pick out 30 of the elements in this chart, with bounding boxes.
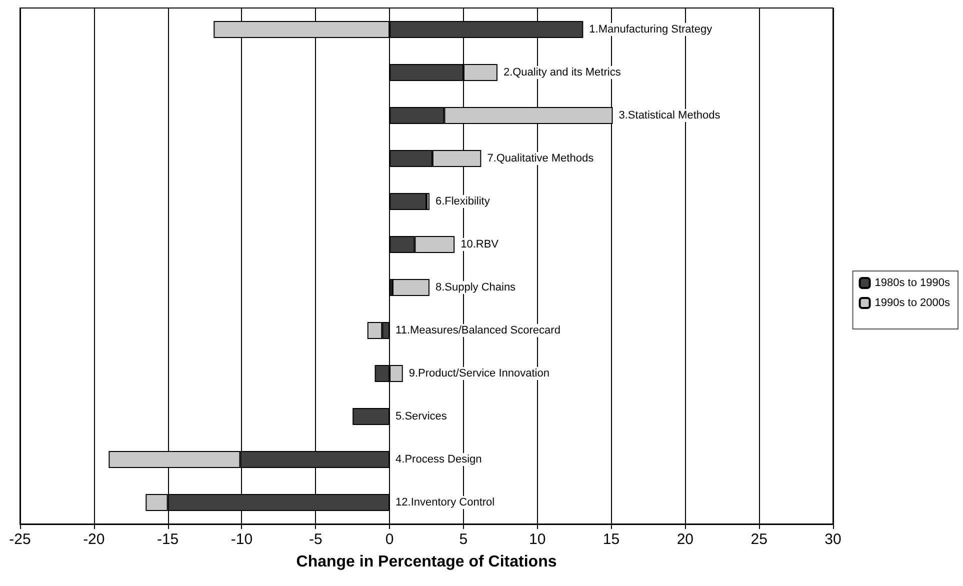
x-tick-label: -5 — [308, 531, 322, 548]
y-tick-label: 2.Quality and its Metrics — [503, 66, 622, 78]
x-tick-label: 20 — [676, 531, 694, 548]
x-tick-label: 15 — [602, 531, 620, 548]
y-tick-label: 10.RBV — [460, 238, 500, 250]
y-tick-label: 5.Services — [396, 410, 448, 422]
x-tick-label: 10 — [529, 531, 546, 548]
bar — [390, 193, 426, 210]
x-tick-label: 30 — [824, 531, 842, 548]
y-tick-label: 11.Measures/Balanced Scorecard — [396, 324, 560, 336]
y-tick-label: 7.Qualitative Methods — [487, 152, 594, 164]
y-tick-label: 1.Manufacturing Strategy — [589, 24, 713, 36]
bar — [392, 279, 430, 296]
x-tick-label: -20 — [83, 531, 105, 548]
y-tick-label: 6.Flexibility — [435, 196, 490, 208]
x-tick-label: -10 — [230, 531, 253, 548]
x-tick-label: -25 — [9, 531, 31, 548]
x-tick-label: -15 — [156, 531, 179, 548]
x-axis-title: Change in Percentage of Citations — [296, 554, 557, 570]
legend-label: 1980s to 1990s — [874, 277, 950, 289]
x-tick-label: 0 — [385, 531, 394, 548]
y-tick-label: 3.Statistical Methods — [618, 110, 721, 122]
y-tick-label: 12.Inventory Control — [396, 496, 495, 508]
bar — [352, 408, 390, 425]
y-tick-label: 9.Product/Service Innovation — [408, 368, 550, 380]
x-tick-label: 5 — [459, 531, 468, 548]
y-tick-label: 4.Process Design — [396, 454, 482, 466]
y-tick-label: 8.Supply Chains — [435, 282, 516, 294]
x-tick-label: 25 — [750, 531, 768, 548]
legend-label: 1990s to 2000s — [874, 297, 950, 309]
